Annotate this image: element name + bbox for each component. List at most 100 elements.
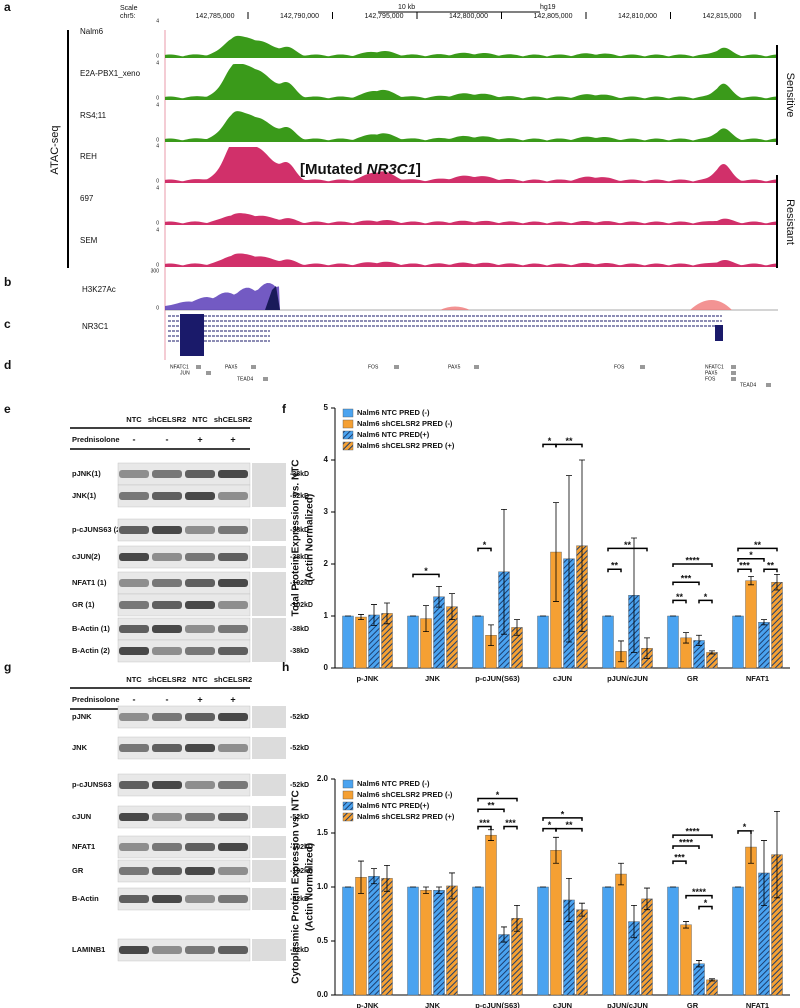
significance-label: * bbox=[749, 550, 753, 560]
error-bar bbox=[774, 811, 780, 899]
bar bbox=[472, 886, 484, 996]
band bbox=[185, 601, 215, 609]
bar bbox=[706, 979, 718, 996]
track-name: REH bbox=[80, 152, 97, 161]
bar bbox=[446, 885, 458, 996]
protein-label: cJUN bbox=[72, 812, 91, 821]
panel-label: d bbox=[4, 358, 11, 372]
marker-label: -52kD bbox=[290, 714, 309, 721]
band bbox=[185, 744, 215, 752]
protein-label: NFAT1 (1) bbox=[72, 578, 107, 587]
bar bbox=[745, 846, 757, 996]
coverage-signal bbox=[165, 111, 778, 142]
coverage-signal bbox=[165, 64, 778, 100]
ladder-strip bbox=[252, 618, 286, 640]
band bbox=[185, 843, 215, 851]
blot-strip bbox=[117, 938, 251, 962]
x-tick-label: GR bbox=[687, 1001, 699, 1008]
error-bar bbox=[631, 537, 637, 653]
ladder-strip bbox=[252, 519, 286, 541]
motif-label: NFATC1 bbox=[705, 364, 724, 370]
treatment-sign: + bbox=[197, 434, 202, 444]
band bbox=[119, 579, 149, 587]
annotation-part: ] bbox=[416, 161, 421, 178]
bar bbox=[472, 615, 484, 669]
error-bar bbox=[501, 509, 507, 635]
bar bbox=[576, 909, 588, 996]
track-max: 4 bbox=[156, 102, 159, 108]
treatment-sign: - bbox=[166, 694, 169, 704]
bar bbox=[355, 616, 367, 669]
band bbox=[218, 744, 248, 752]
motif-box bbox=[474, 365, 479, 369]
x-tick-label: JNK bbox=[425, 674, 441, 683]
bar bbox=[732, 615, 744, 669]
significance-label: *** bbox=[674, 852, 685, 862]
motif-box bbox=[196, 365, 201, 369]
legend-swatch bbox=[342, 419, 354, 429]
coordinate: 142,800,000 bbox=[449, 13, 488, 20]
band bbox=[185, 625, 215, 633]
marker-label: -52kD bbox=[290, 745, 309, 752]
track-max: 4 bbox=[156, 143, 159, 149]
exon-block bbox=[180, 314, 204, 356]
significance-label: * bbox=[424, 566, 428, 576]
significance-bracket bbox=[477, 825, 492, 830]
band bbox=[218, 946, 248, 954]
ladder-strip bbox=[252, 706, 286, 728]
ladder-strip bbox=[252, 939, 286, 961]
band bbox=[152, 813, 182, 821]
condition-label: NTC bbox=[192, 675, 208, 684]
band bbox=[152, 579, 182, 587]
ladder-strip bbox=[252, 860, 286, 882]
blot-strip bbox=[117, 639, 251, 663]
histone-max: 300 bbox=[151, 268, 160, 274]
error-bar bbox=[514, 904, 520, 932]
error-bar bbox=[618, 640, 624, 663]
legend-swatch bbox=[342, 441, 354, 451]
marker-label: -52kD bbox=[290, 896, 309, 903]
bar bbox=[615, 873, 627, 996]
error-bar bbox=[579, 902, 585, 917]
group-label: Resistant bbox=[784, 199, 796, 245]
error-bar bbox=[644, 637, 650, 660]
ladder-strip bbox=[252, 640, 286, 662]
protein-label: pJNK(1) bbox=[72, 469, 101, 478]
significance-bracket bbox=[672, 599, 687, 604]
error-bar bbox=[748, 576, 754, 586]
marker-label: -102kD bbox=[290, 868, 313, 875]
significance-label: **** bbox=[685, 555, 700, 565]
x-tick-label: p-JNK bbox=[356, 674, 379, 683]
panel-label: h bbox=[282, 660, 289, 674]
significance-label: ** bbox=[565, 436, 573, 446]
bar bbox=[706, 652, 718, 669]
treatment-sign: + bbox=[230, 434, 235, 444]
error-bar bbox=[514, 619, 520, 636]
legend-swatch bbox=[342, 430, 354, 440]
significance-bracket bbox=[763, 568, 778, 573]
significance-bracket bbox=[737, 547, 778, 552]
error-bar bbox=[423, 605, 429, 632]
marker-label: -102kD bbox=[290, 844, 313, 851]
marker-label: -38kD bbox=[290, 554, 309, 561]
error-bar bbox=[644, 887, 650, 911]
error-bar bbox=[384, 602, 390, 625]
bar bbox=[550, 850, 562, 996]
motif-label: FOS bbox=[614, 364, 625, 370]
condition-label: NTC bbox=[126, 415, 142, 424]
significance-label: ** bbox=[487, 801, 495, 811]
x-tick-label: p-JNK bbox=[356, 1001, 379, 1008]
y-tick-label: 1.5 bbox=[317, 828, 329, 837]
bar bbox=[420, 890, 432, 996]
error-bar bbox=[488, 624, 494, 647]
ladder-strip bbox=[252, 888, 286, 910]
track-min: 0 bbox=[156, 262, 159, 268]
bar bbox=[342, 615, 354, 669]
band bbox=[185, 813, 215, 821]
band bbox=[152, 713, 182, 721]
ladder-strip bbox=[252, 737, 286, 759]
band bbox=[185, 946, 215, 954]
motif-box bbox=[731, 377, 736, 381]
treatment-label: Prednisolone bbox=[72, 435, 120, 444]
blot-strip bbox=[117, 705, 251, 729]
